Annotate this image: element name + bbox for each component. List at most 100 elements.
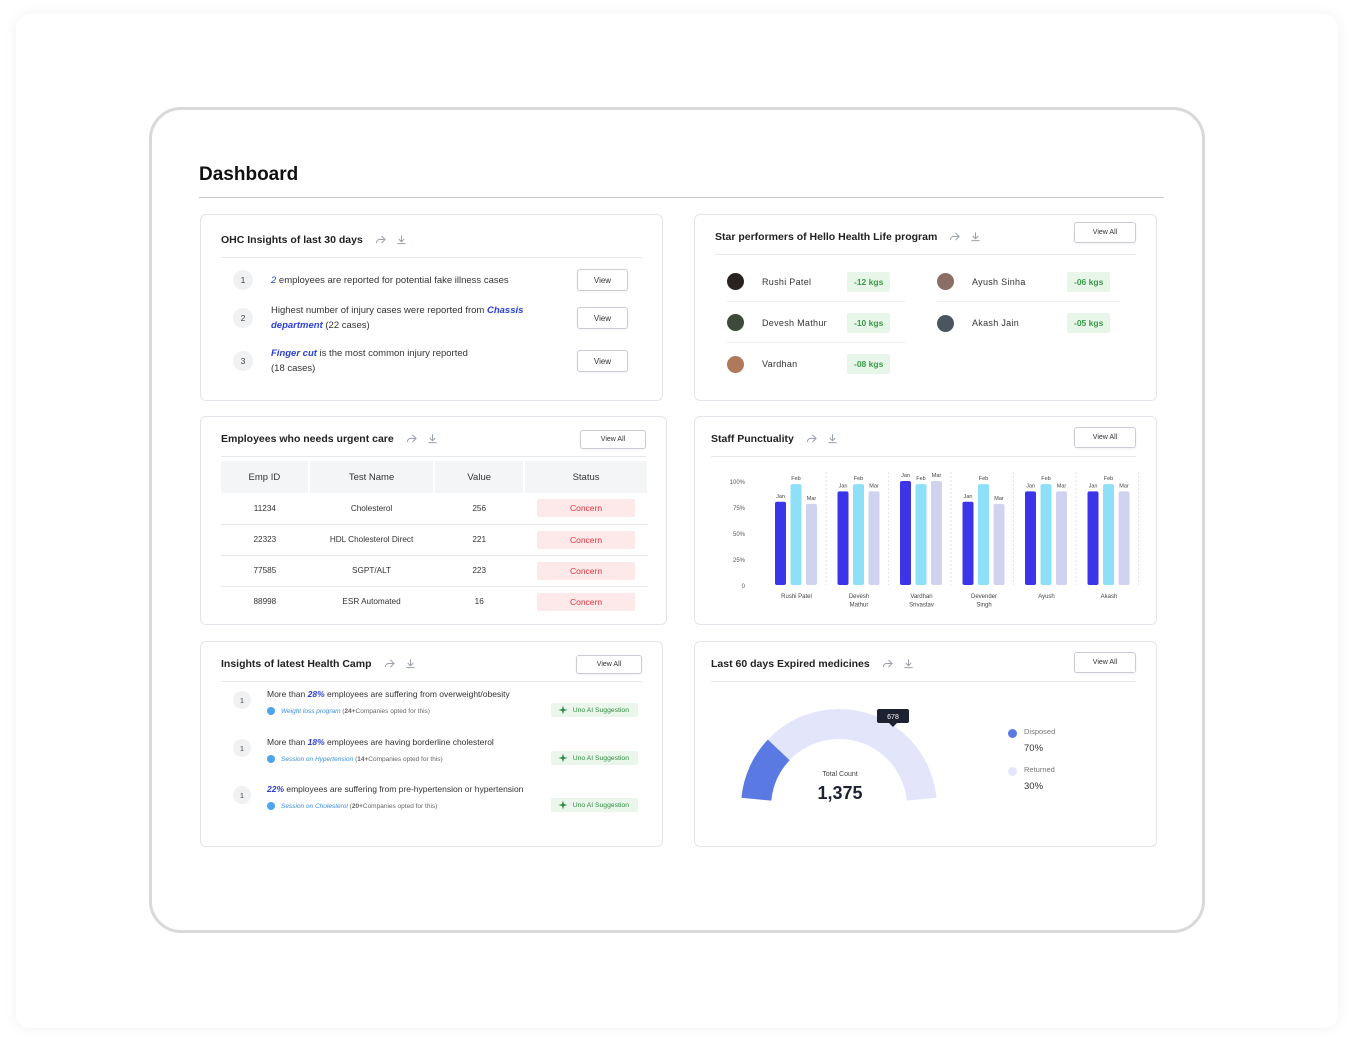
- punctuality-bar-chart: 100% 75% 50% 25% 0 Jan Feb Mar Rushi Patel Jan Feb…: [730, 472, 1139, 609]
- column-header: Emp ID: [221, 461, 310, 493]
- ohc-text-part: (18 cases): [271, 363, 316, 374]
- ai-suggestion-badge[interactable]: Uno AI Suggestion: [550, 703, 638, 717]
- bar: [915, 484, 927, 585]
- bar: [868, 491, 880, 585]
- bar-series-label: Feb: [979, 476, 988, 482]
- program-link[interactable]: Session on Cholesterol: [281, 802, 348, 810]
- total-count-label: Total Count: [822, 771, 857, 778]
- bar: [1087, 491, 1099, 585]
- legend-dot-icon: [1008, 767, 1017, 776]
- bar-series-label: Feb: [791, 476, 800, 482]
- expired-medicines-panel: Last 60 days Expired medicines View All …: [694, 641, 1157, 847]
- camp-text-part: employees are suffering from overweight/…: [324, 689, 510, 699]
- emp-id-cell: 11234: [221, 493, 309, 525]
- status-cell: Concern: [524, 555, 648, 587]
- view-button[interactable]: View: [577, 307, 628, 329]
- punctuality-panel-title: Staff Punctuality: [711, 432, 794, 445]
- emp-id-cell: 77585: [221, 555, 309, 587]
- program-link[interactable]: Session on Hypertension: [281, 755, 354, 763]
- x-category-label: Singh: [976, 603, 991, 609]
- bar: [790, 484, 802, 585]
- expired-panel-title: Last 60 days Expired medicines: [711, 657, 870, 670]
- bar: [1056, 491, 1067, 585]
- view-all-button[interactable]: View All: [576, 655, 642, 674]
- table-row[interactable]: 22323 HDL Cholesterol Direct 221 Concern: [221, 524, 648, 556]
- ohc-text-part: employees are reported for potential fak…: [276, 274, 509, 286]
- camp-suggestion: Session on Cholesterol (20+ Companies op…: [267, 802, 437, 810]
- status-cell: Concern: [524, 493, 648, 525]
- x-category-label: Devender: [971, 594, 997, 600]
- view-all-button[interactable]: View All: [1074, 222, 1136, 243]
- ohc-item: 1 2 employees are reported for potential…: [233, 269, 628, 291]
- column-header: Test Name: [308, 461, 436, 493]
- table-row[interactable]: 11234 Cholesterol 256 Concern: [221, 493, 648, 525]
- share-icon[interactable]: [406, 433, 417, 444]
- bar: [837, 491, 849, 585]
- table-row[interactable]: 88998 ESR Automated 16 Concern: [221, 586, 648, 617]
- camp-text-part: More than: [267, 737, 308, 747]
- test-name-cell: Cholesterol: [308, 493, 435, 525]
- value-cell: 223: [434, 555, 525, 587]
- view-all-button[interactable]: View All: [1074, 427, 1136, 448]
- urgent-panel-header: Employees who needs urgent care View All: [221, 421, 646, 457]
- company-count: 24+: [344, 707, 356, 715]
- program-link[interactable]: Weight loss program: [281, 707, 341, 715]
- performer-name: Akash Jain: [972, 318, 1020, 328]
- dot-icon: [267, 802, 275, 810]
- camp-panel-header: Insights of latest Health Camp View All: [221, 646, 642, 682]
- download-icon[interactable]: [970, 231, 981, 242]
- value-cell: 16: [474, 597, 484, 607]
- ai-suggestion-badge[interactable]: Uno AI Suggestion: [550, 798, 638, 812]
- camp-text-part: More than: [267, 689, 308, 699]
- item-number: 1: [233, 786, 251, 804]
- view-button[interactable]: View: [577, 269, 628, 291]
- download-icon[interactable]: [903, 658, 914, 669]
- tooltip-pointer: [889, 723, 897, 727]
- star-performer-row: Rushi Patel -12 kgs: [727, 262, 905, 302]
- avatar: [937, 314, 954, 332]
- view-all-button[interactable]: View All: [1074, 652, 1136, 673]
- view-all-button[interactable]: View All: [580, 430, 646, 449]
- bar-series-label: Mar: [994, 496, 1004, 502]
- bar-series-label: Mar: [932, 473, 942, 479]
- x-category-label: Akash: [1101, 594, 1118, 600]
- bar: [931, 481, 942, 585]
- download-icon[interactable]: [396, 234, 407, 245]
- bar: [993, 503, 1005, 585]
- bar: [900, 481, 911, 585]
- view-button[interactable]: View: [577, 350, 628, 372]
- bar: [1103, 484, 1114, 585]
- status-badge: Concern: [537, 499, 636, 518]
- ohc-item: 3 Finger cut is the most common injury r…: [233, 346, 628, 376]
- x-category-label: Srivastav: [909, 603, 934, 609]
- bar-series-label: Mar: [869, 483, 879, 489]
- value-cell: 256: [434, 493, 525, 525]
- status-cell: Concern: [524, 524, 648, 556]
- download-icon[interactable]: [405, 658, 416, 669]
- ohc-text-part: is the most common injury reported: [316, 348, 468, 359]
- dot-icon: [267, 707, 275, 715]
- ohc-insights-panel: OHC Insights of last 30 days 1 2 employe…: [200, 214, 663, 401]
- y-tick-label: 100%: [730, 480, 746, 486]
- avatar: [727, 314, 744, 331]
- urgent-care-table: Emp ID Test Name Value Status 11234 Chol…: [221, 461, 649, 617]
- download-icon[interactable]: [827, 433, 838, 444]
- share-icon[interactable]: [384, 658, 395, 669]
- share-icon[interactable]: [375, 234, 386, 245]
- company-count: 20+: [351, 802, 363, 810]
- bar-series-label: Mar: [1119, 483, 1129, 489]
- ai-suggestion-badge[interactable]: Uno AI Suggestion: [550, 751, 638, 765]
- ohc-item-text: 2 employees are reported for potential f…: [271, 273, 571, 288]
- download-icon[interactable]: [427, 433, 438, 444]
- share-icon[interactable]: [882, 658, 893, 669]
- x-category-label: Vardhan: [910, 594, 932, 600]
- share-icon[interactable]: [806, 433, 817, 444]
- ohc-item: 2 Highest number of injury cases were re…: [233, 303, 628, 333]
- bar: [806, 503, 817, 585]
- item-number: 1: [233, 739, 251, 757]
- table-row[interactable]: 77585 SGPT/ALT 223 Concern: [221, 555, 648, 587]
- total-count-value: 1,375: [817, 783, 862, 803]
- share-icon[interactable]: [949, 231, 961, 242]
- bar-series-label: Jan: [1026, 483, 1035, 489]
- camp-suggestion: Session on Hypertension (14+ Companies o…: [267, 755, 443, 763]
